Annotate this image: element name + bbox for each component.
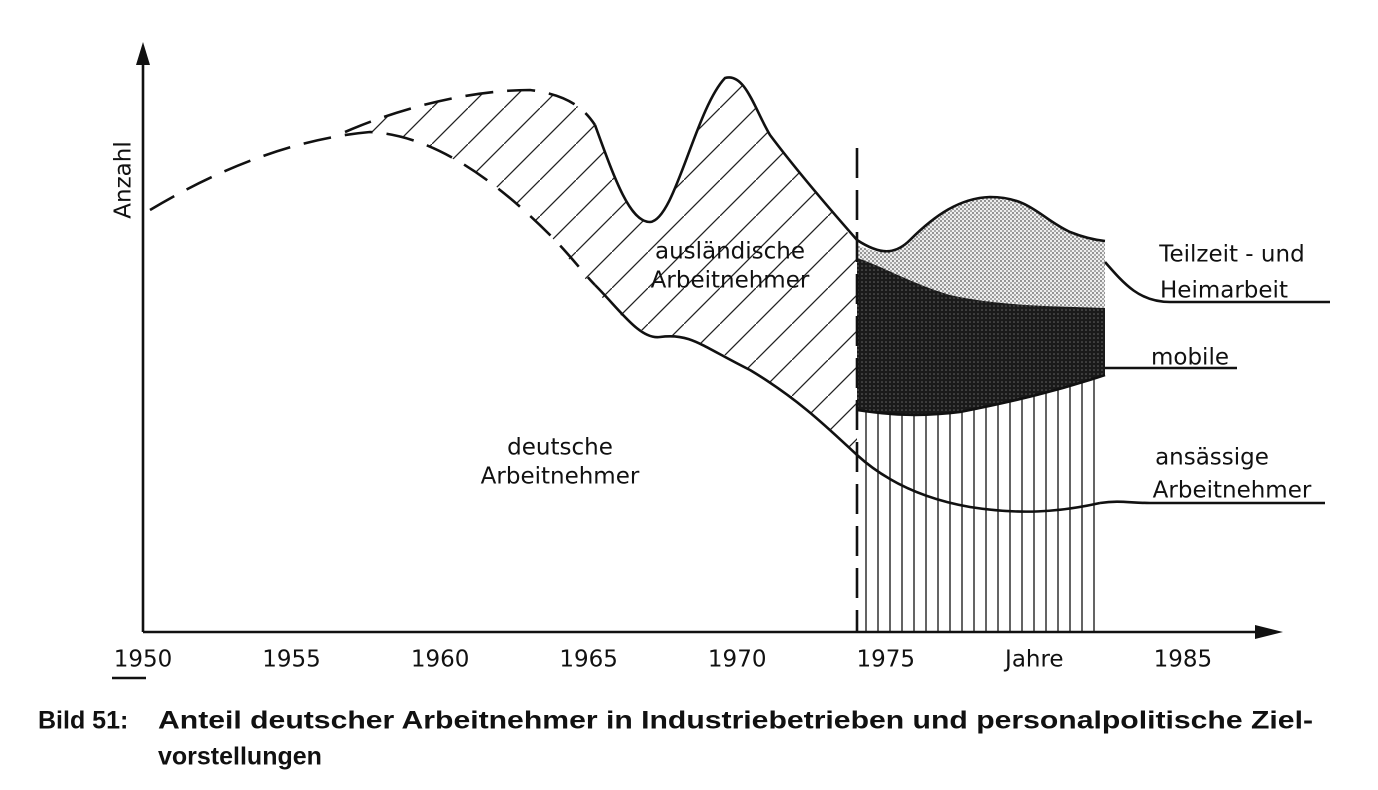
total-curve-dashed: [344, 88, 597, 134]
annotation: Arbeitnehmer: [1153, 478, 1312, 504]
x-tick-label: 1950: [114, 647, 173, 673]
annotation: deutsche: [507, 435, 613, 461]
x-tick-label: 1975: [856, 647, 915, 673]
x-tick-label: 1970: [708, 647, 767, 673]
annotation: Teilzeit - und: [1158, 242, 1304, 268]
annotation: ausländische: [655, 239, 805, 265]
ansaessige-area: [857, 377, 1100, 632]
annotation: Arbeitnehmer: [481, 464, 640, 490]
auslaendische-area: [345, 77, 857, 456]
annotation: Arbeitnehmer: [651, 268, 810, 294]
plot-shapes: [149, 76, 1330, 632]
teilzeit-leader: [1104, 261, 1330, 304]
x-tick-label: Jahre: [1003, 647, 1064, 673]
x-tick-label: 1960: [411, 647, 470, 673]
annotation: mobile: [1151, 345, 1229, 371]
ansaessige-leader: [1099, 500, 1325, 505]
deutsche-curve: [594, 284, 1101, 513]
x-tick-label: 1985: [1154, 647, 1213, 673]
axes: [112, 42, 1283, 680]
x-axis-arrow: [1255, 625, 1283, 639]
mobile-area: [857, 258, 1105, 415]
annotation: ansässige: [1155, 445, 1269, 471]
caption: Anteil deutscher Arbeitnehmer in Industr…: [158, 707, 1313, 735]
x-tick-label: 1965: [559, 647, 618, 673]
teilzeit-area: [857, 197, 1105, 308]
x-tick-label: 1955: [262, 647, 321, 673]
caption-label: Bild 51:: [38, 707, 128, 735]
annotation: Heimarbeit: [1160, 278, 1288, 304]
total-curve: [593, 76, 1106, 253]
deutsche-curve-dashed: [149, 130, 596, 286]
mobile-bottom: [856, 373, 1106, 417]
y-axis-label: Anzahl: [111, 141, 137, 218]
y-axis-arrow: [136, 42, 150, 65]
caption: vorstellungen: [158, 743, 322, 771]
